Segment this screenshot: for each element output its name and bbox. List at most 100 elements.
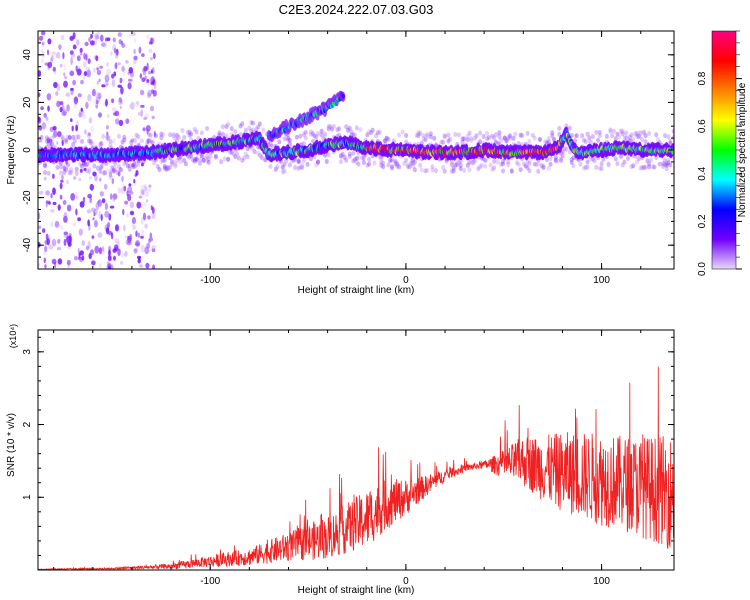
ridge-halo [122, 137, 127, 143]
ridge-halo [87, 138, 92, 144]
ridge-halo [622, 159, 627, 165]
ridge-halo [453, 162, 458, 168]
ridge-halo [640, 165, 645, 171]
noise-speckle [110, 98, 115, 104]
noise-speckle [52, 187, 56, 195]
ridge-halo [571, 163, 576, 169]
noise-speckle [105, 82, 109, 87]
noise-speckle [106, 114, 110, 118]
ridge-halo [629, 132, 634, 138]
ridge-halo [643, 139, 648, 145]
ridge-halo [346, 127, 350, 133]
ridge-halo [486, 135, 491, 140]
noise-speckle [143, 66, 148, 72]
noise-speckle [95, 96, 99, 102]
ridge-halo [465, 162, 470, 168]
colorbar-tick-label: 0.0 [697, 262, 708, 276]
ridge-halo [495, 140, 500, 146]
ridge-halo [601, 156, 606, 162]
noise-speckle [143, 116, 148, 120]
noise-speckle [129, 210, 135, 216]
ridge-halo [534, 162, 539, 167]
noise-speckle [135, 230, 138, 237]
spectrogram-panel: -100 0 100 -40 -20 0 20 40 Height of straight l… [6, 30, 675, 296]
ridge-halo [643, 164, 648, 170]
ridge-halo [282, 136, 287, 142]
noise-speckle [105, 125, 109, 130]
ridge-halo [604, 133, 609, 139]
noise-speckle [98, 247, 102, 255]
ridge-halo [310, 131, 315, 137]
ridge-halo [636, 133, 641, 139]
ridge-halo [532, 161, 537, 167]
ridge-halo [150, 140, 155, 146]
noise-speckle [88, 176, 92, 180]
ridge-halo [344, 124, 349, 130]
ridge-halo [280, 169, 285, 175]
noise-speckle [72, 79, 76, 86]
noise-speckle [88, 200, 93, 205]
noise-speckle [41, 122, 47, 130]
noise-speckle [146, 34, 150, 40]
ridge-halo [439, 139, 444, 145]
ridge-halo [541, 165, 546, 171]
ridge-halo [478, 130, 483, 136]
ridge-halo [425, 133, 430, 139]
noise-speckle [46, 200, 51, 204]
noise-speckle [68, 232, 72, 237]
ridge-halo [171, 133, 176, 139]
ridge-halo [546, 139, 551, 145]
ridge-halo [590, 134, 595, 139]
ridge-halo [634, 131, 639, 136]
ridge-halo [226, 121, 231, 127]
ridge-halo [136, 134, 141, 140]
noise-speckle [135, 141, 139, 146]
ridge-halo [419, 167, 424, 173]
noise-speckle [79, 168, 83, 173]
ridge-halo [520, 133, 525, 138]
ridge-halo [383, 138, 387, 144]
noise-speckle [47, 38, 52, 45]
ridge-halo [460, 136, 465, 142]
ridge-halo [585, 164, 590, 170]
ridge-halo [661, 164, 666, 170]
ridge-halo [353, 132, 357, 138]
noise-speckle [144, 223, 148, 229]
noise-speckle [51, 54, 54, 62]
ridge-halo [300, 165, 305, 170]
noise-speckle [66, 104, 70, 112]
ridge-halo [106, 135, 111, 141]
noise-speckle [153, 130, 156, 138]
ridge-halo [449, 168, 454, 174]
noise-speckle [100, 34, 104, 42]
y-tick-label: 0 [22, 147, 33, 153]
ridge-halo [386, 137, 391, 142]
ridge-halo [615, 131, 620, 137]
noise-speckle [145, 262, 150, 269]
ridge-halo [589, 139, 593, 145]
ridge-halo [192, 126, 197, 132]
ridge-halo [518, 132, 523, 138]
noise-speckle [104, 210, 110, 218]
noise-speckle [66, 160, 71, 167]
noise-speckle [97, 232, 103, 238]
ridge-halo [409, 160, 414, 166]
ridge-halo [421, 136, 426, 142]
noise-speckle [42, 228, 46, 233]
ridge-halo [455, 162, 460, 167]
ridge-halo [648, 157, 653, 163]
ridge-halo [199, 152, 204, 158]
noise-speckle [110, 193, 113, 200]
ridge-halo [257, 152, 262, 158]
noise-speckle [71, 125, 74, 132]
ridge-halo [120, 139, 125, 145]
noise-speckle [70, 57, 73, 65]
ridge-halo [118, 167, 123, 173]
ridge-halo [148, 138, 153, 144]
ridge-halo [353, 157, 357, 162]
ridge-halo [397, 132, 402, 138]
ridge-halo [67, 135, 72, 141]
noise-speckle [95, 55, 99, 62]
ridge-halo [478, 164, 483, 170]
noise-speckle [60, 34, 65, 41]
